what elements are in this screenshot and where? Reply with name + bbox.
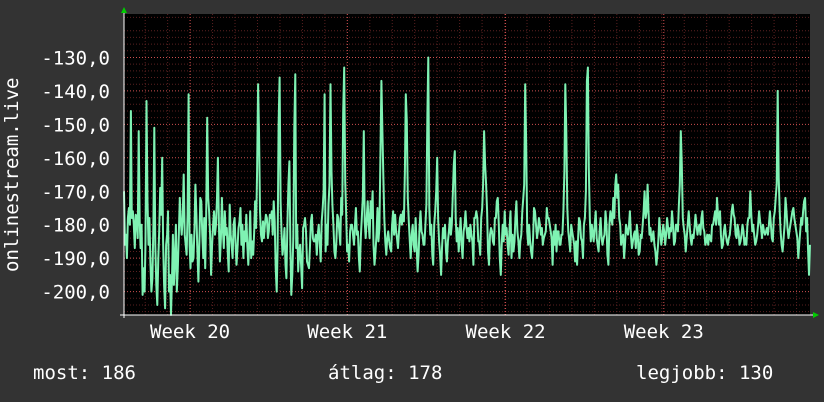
y-tick-label: -150,0	[41, 114, 110, 136]
stat-current-label: most:	[33, 362, 91, 384]
stat-average-value: 178	[408, 362, 443, 384]
x-tick-labels: Week 20 Week 21 Week 22 Week 23	[150, 321, 704, 343]
x-tick-label: Week 20	[150, 321, 230, 343]
x-axis-arrow	[813, 312, 819, 318]
y-tick-label: -180,0	[41, 215, 110, 237]
x-tick-label: Week 22	[466, 321, 546, 343]
y-axis-label: onlinestream.live	[1, 78, 23, 272]
stat-best: legjobb: 130	[636, 362, 773, 384]
y-tick-label: -130,0	[41, 47, 110, 69]
stat-average-label: átlag:	[328, 362, 397, 384]
stat-best-label: legjobb:	[636, 362, 728, 384]
series-line	[123, 56, 811, 316]
y-tick-label: -160,0	[41, 148, 110, 170]
y-axis-arrow	[121, 7, 127, 13]
x-tick-label: Week 23	[624, 321, 704, 343]
y-tick-label: -170,0	[41, 181, 110, 203]
stat-best-value: 130	[738, 362, 774, 384]
y-tick-label: -190,0	[41, 248, 110, 270]
x-tick-label: Week 21	[307, 321, 387, 343]
y-tick-label: -200,0	[41, 282, 110, 304]
stat-current: most: 186	[33, 362, 136, 384]
y-tick-label: -140,0	[41, 81, 110, 103]
stat-average: átlag: 178	[328, 362, 442, 384]
stat-current-value: 186	[101, 362, 136, 384]
y-tick-labels: -130,0 -140,0 -150,0 -160,0 -170,0 -180,0 -190…	[41, 47, 110, 303]
grid	[124, 14, 810, 315]
